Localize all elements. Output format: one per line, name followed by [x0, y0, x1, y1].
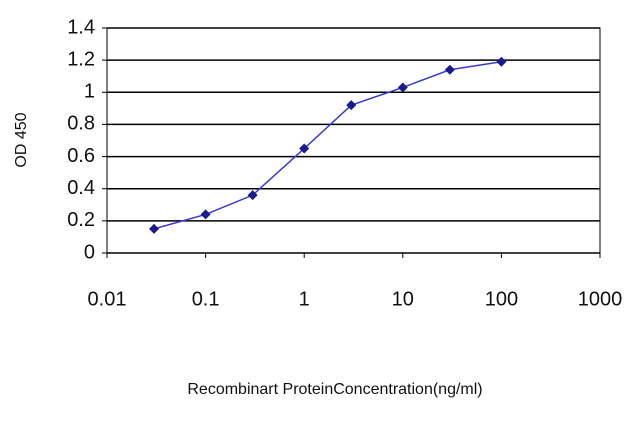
- x-axis-label: Recombinart ProteinConcentration(ng/ml): [187, 381, 482, 398]
- y-tick-label: 0.4: [67, 177, 95, 199]
- y-tick-label: 1.4: [67, 16, 95, 38]
- data-point: [496, 56, 507, 67]
- plot-frame: [106, 27, 601, 254]
- y-tick-label: 0.8: [67, 113, 95, 135]
- data-point: [200, 209, 211, 220]
- x-tick-label: 1000: [578, 288, 623, 310]
- x-tick-label: 1: [299, 288, 310, 310]
- x-tick-label: 0.1: [192, 288, 220, 310]
- y-tick-label: 1.2: [67, 48, 95, 70]
- data-point: [247, 190, 258, 201]
- series-line: [153, 61, 502, 230]
- data-point: [444, 64, 455, 75]
- x-tick-label: 100: [485, 288, 518, 310]
- y-tick-label: 0.2: [67, 209, 95, 231]
- y-tick-label: 0: [84, 241, 95, 263]
- x-tick-label: 10: [392, 288, 414, 310]
- data-point: [397, 82, 408, 93]
- data-point: [346, 100, 357, 111]
- y-tick-label: 0.6: [67, 145, 95, 167]
- data-point: [149, 223, 160, 234]
- y-axis-label: OD 450: [13, 112, 30, 167]
- y-tick-label: 1: [84, 81, 95, 103]
- x-tick-label: 0.01: [88, 288, 127, 310]
- data-point: [299, 143, 310, 154]
